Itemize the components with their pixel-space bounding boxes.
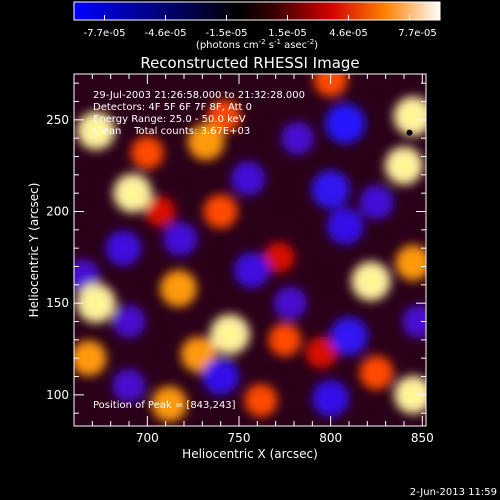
heatmap-blob-16 — [231, 161, 266, 196]
info-line-counts: Clean Total counts: 3.67E+03 — [93, 126, 250, 137]
heatmap-blob-34 — [329, 317, 369, 356]
y-tick-label: 150 — [46, 296, 69, 310]
peak-marker — [406, 129, 413, 136]
heatmap-blob-15 — [359, 355, 394, 390]
heatmap-blob-core-38 — [365, 275, 377, 287]
heatmap-blob-29 — [202, 358, 240, 395]
y-tick-label: 250 — [46, 113, 69, 127]
heatmap-blob-25 — [187, 123, 225, 161]
x-axis-label: Heliocentric X (arcsec) — [182, 447, 318, 461]
heatmap-blob-33 — [311, 170, 350, 209]
heatmap-blob-core-39 — [223, 328, 236, 341]
heatmap-blob-17 — [163, 221, 198, 257]
heatmap-blob-28 — [312, 380, 350, 417]
heatmap-blob-core-36 — [407, 110, 419, 122]
heatmap-blob-1 — [264, 242, 295, 273]
x-tick-label: 750 — [228, 431, 251, 445]
y-tick-label: 200 — [46, 205, 69, 219]
heatmap-blob-24 — [234, 252, 270, 288]
x-tick-label: 850 — [411, 431, 434, 445]
y-axis-label: Heliocentric Y (arcsec) — [27, 183, 41, 318]
colorbar-units: (photons cm-2 s-1 asec-2) — [196, 38, 318, 51]
heatmap-blobs — [74, 74, 426, 422]
heatmap-blob-21 — [395, 245, 426, 281]
heatmap-blob-5 — [268, 323, 302, 357]
heatmap-blob-11 — [112, 305, 146, 338]
heatmap-blob-23 — [105, 230, 142, 266]
y-tick-label: 100 — [46, 388, 69, 402]
heatmap-blob-core-30 — [90, 125, 102, 137]
heatmap-blob-6 — [244, 383, 278, 417]
heatmap-blob-2 — [305, 336, 338, 369]
heatmap-blob-core-37 — [90, 297, 102, 309]
colorbar-tick-label: -7.7e-05 — [84, 28, 126, 39]
colorbar-tick-label: -4.6e-05 — [145, 28, 187, 39]
axis-ticks: 700 750 800 850 100 150 200 250 — [46, 74, 434, 445]
colorbar — [73, 1, 441, 21]
heatmap-blob-18 — [359, 185, 394, 220]
heatmap-blob-19 — [74, 340, 107, 376]
heatmap-blob-core-35 — [127, 187, 139, 199]
info-line-detectors: Detectors: 4F 5F 6F 7F 8F, Att 0 — [93, 102, 252, 113]
heatmap-blob-core-31 — [398, 160, 410, 172]
plot-frame — [73, 73, 427, 427]
info-line-energy: Energy Range: 25.0 - 50.0 keV — [93, 114, 246, 125]
heatmap-blob-core-32 — [407, 389, 419, 401]
heatmap-blob-12 — [402, 305, 426, 338]
x-tick-label: 800 — [319, 431, 342, 445]
heatmap-blob-13 — [203, 194, 238, 229]
colorbar-tick-label: -1.5e-05 — [206, 28, 248, 39]
info-block: 29-Jul-2003 21:26:58.000 to 21:32:28.000… — [93, 90, 305, 137]
heatmap-blob-10 — [273, 286, 307, 320]
heatmap-blob-27 — [326, 207, 364, 245]
heatmap-blob-14 — [313, 74, 348, 97]
colorbar-tick-label: 4.6e-05 — [329, 28, 367, 39]
colorbar-tick-label: 7.7e-05 — [398, 28, 436, 39]
heatmap-blob-4 — [207, 99, 241, 133]
colorbar-ticks: -7.7e-05 -4.6e-05 -1.5e-05 1.5e-05 4.6e-05 7.… — [84, 15, 437, 39]
heatmap-blob-20 — [180, 336, 217, 373]
heatmap-blob-3 — [130, 136, 164, 170]
heatmap-blob-8 — [112, 369, 146, 403]
info-line-time: 29-Jul-2003 21:26:58.000 to 21:32:28.000 — [93, 90, 305, 101]
heatmap-blob-7 — [281, 121, 315, 155]
heatmap-blob-26 — [160, 270, 197, 307]
chart-title: Reconstructed RHESSI Image — [140, 54, 359, 72]
heatmap-blob-0 — [144, 196, 176, 227]
x-tick-label: 700 — [136, 431, 159, 445]
heatmap-blob-22 — [151, 386, 188, 422]
colorbar-tick-label: 1.5e-05 — [268, 28, 306, 39]
peak-position-label: Position of Peak = [843,243] — [93, 400, 236, 411]
footer-timestamp: 2-Jun-2013 11:59 — [410, 487, 497, 498]
heatmap-blob-40 — [325, 103, 366, 144]
